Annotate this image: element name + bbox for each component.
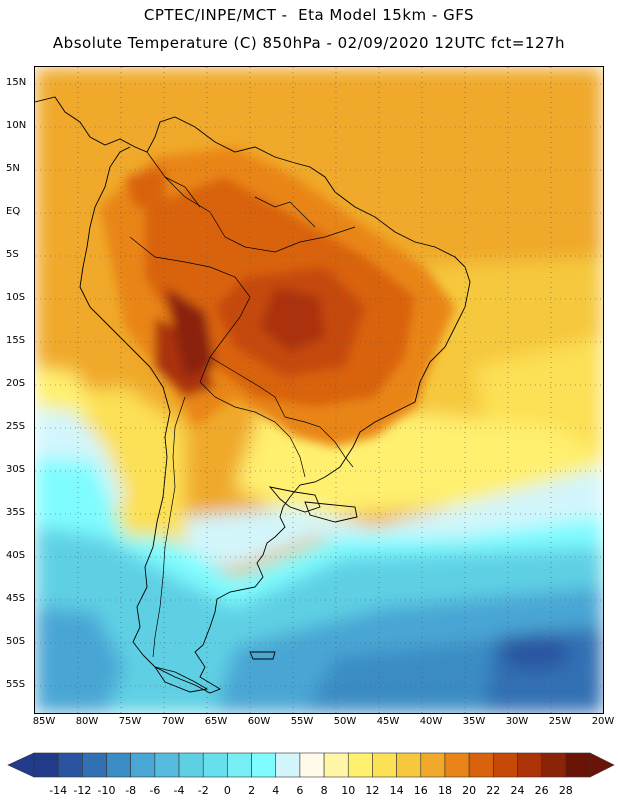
colorbar-swatch [251,752,277,778]
colorbar-label: 10 [341,784,356,797]
colorbar-swatch [57,752,83,778]
lon-label: 70W [161,716,185,727]
lat-label: 30S [6,464,26,475]
lat-label: EQ [6,206,21,217]
lat-label: 20S [6,378,26,389]
colorbar-swatch [299,752,325,778]
lat-label: 10S [6,292,26,303]
lat-label: 55S [6,679,26,690]
map-title: CPTEC/INPE/MCT - Eta Model 15km - GFS [143,6,475,24]
lat-label: 25S [6,421,26,432]
colorbar-swatch [468,752,494,778]
lat-label: 15S [6,335,26,346]
lon-label: 30W [505,716,529,727]
lat-label: 5S [6,249,19,260]
colorbar-label: 28 [558,784,573,797]
lat-label: 35S [6,507,26,518]
colorbar-swatch [82,752,107,778]
colorbar-swatch [565,752,591,778]
colorbar-swatch [372,752,397,778]
hot-core [100,147,455,447]
colorbar-label: 14 [389,784,404,797]
colorbar-swatch [517,752,542,778]
colorbar-swatch [178,752,204,778]
lat-label: 40S [6,550,26,561]
colorbar-label: -10 [97,784,116,797]
colorbar-swatch [323,752,349,778]
colorbar-swatch [202,752,228,778]
colorbar-label: 0 [223,784,231,797]
colorbar-swatch [227,752,252,778]
colorbar-swatch [541,752,567,778]
lon-label: 75W [118,716,142,727]
lon-label: 60W [247,716,271,727]
colorbar-label: 20 [462,784,477,797]
colorbar-swatch [347,752,373,778]
lon-label: 85W [32,716,56,727]
lon-label: 25W [548,716,572,727]
lon-label: 40W [419,716,443,727]
lat-label: 5N [6,163,20,174]
lon-label: 55W [290,716,314,727]
colorbar-label: -14 [49,784,68,797]
lat-label: 10N [6,120,27,131]
colorbar-label: -12 [73,784,92,797]
colorbar-label: 24 [510,784,525,797]
map-subtitle: Absolute Temperature (C) 850hPa - 02/09/… [52,34,566,52]
lon-label: 65W [204,716,228,727]
colorbar-swatch [275,752,301,778]
temperature-map [34,66,604,714]
colorbar-max-arrow [589,752,615,778]
colorbar-label: 22 [486,784,501,797]
colorbar-swatch [444,752,470,778]
colorbar-swatch [493,752,518,778]
lat-label: 45S [6,593,26,604]
colorbar-label: 8 [320,784,328,797]
colorbar [7,752,615,778]
colorbar-label: 2 [248,784,256,797]
colorbar-label: -8 [125,784,137,797]
colorbar-label: 6 [296,784,304,797]
colorbar-label: -6 [149,784,161,797]
colorbar-swatch [396,752,422,778]
colorbar-swatch [130,752,156,778]
temperature-field [35,67,603,713]
colorbar-swatch [420,752,446,778]
coastlines [35,96,471,694]
lon-label: 45W [376,716,400,727]
colorbar-min-arrow [7,752,35,778]
lon-label: 35W [462,716,486,727]
colorbar-label: 12 [365,784,380,797]
lon-label: 20W [591,716,615,727]
colorbar-swatch [106,752,131,778]
lon-label: 50W [333,716,357,727]
colorbar-label: -2 [197,784,209,797]
colorbar-label: 4 [272,784,280,797]
colorbar-label: 18 [437,784,452,797]
lon-label: 80W [75,716,99,727]
colorbar-label: -4 [173,784,185,797]
colorbar-swatch [33,752,59,778]
map-canvas [35,67,603,713]
lat-label: 50S [6,636,26,647]
country-borders [129,151,356,658]
colorbar-swatch [154,752,180,778]
colorbar-label: 16 [413,784,428,797]
lat-label: 15N [6,77,27,88]
colorbar-label: 26 [534,784,549,797]
